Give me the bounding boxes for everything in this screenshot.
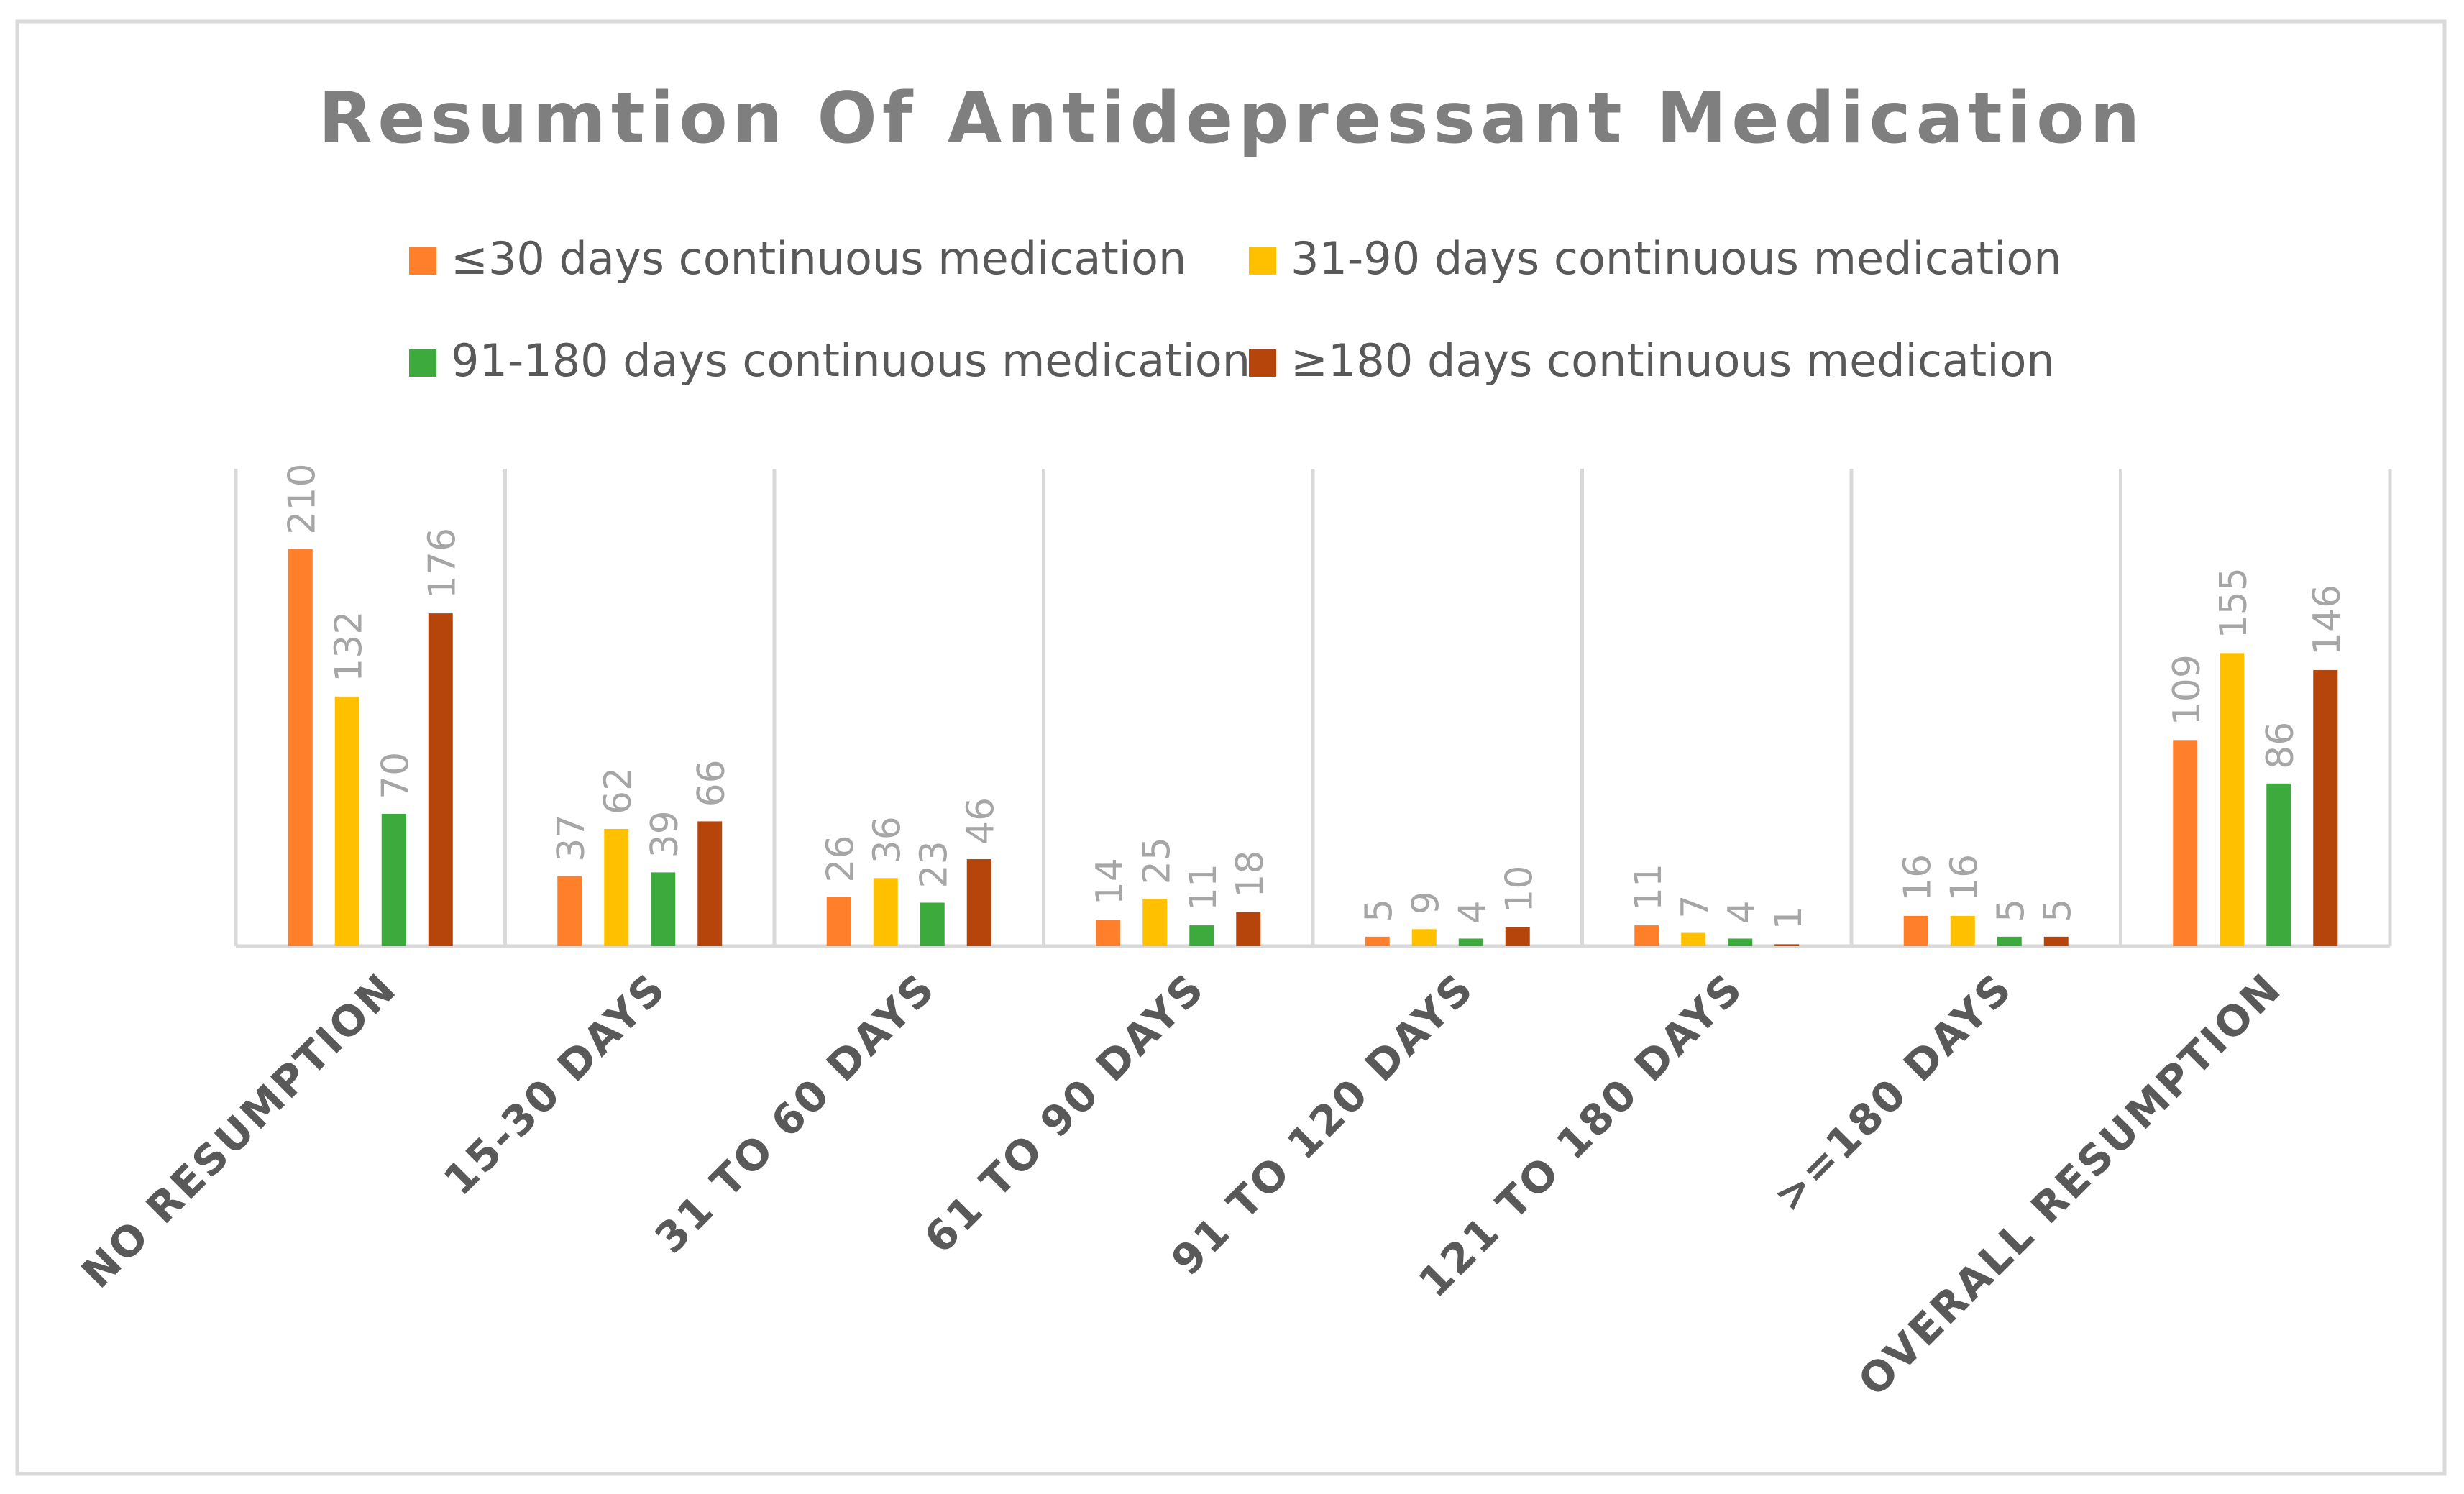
bar-121-to-180-days-series-3 bbox=[1728, 938, 1753, 946]
bar-61-to-90-days-series-3 bbox=[1189, 925, 1214, 946]
legend-label-3: 91-180 days continuous medication bbox=[451, 334, 1250, 387]
data-label-15-30-days-series-4: 66 bbox=[690, 759, 733, 807]
legend: ≤30 days continuous medication 31-90 days… bbox=[409, 232, 2062, 387]
data-label-no-resumption-series-4: 176 bbox=[421, 528, 464, 599]
bar-15-30-days-series-4 bbox=[697, 821, 723, 946]
data-label-no-resumption-series-2: 132 bbox=[328, 611, 371, 682]
bar-61-to-90-days-series-2 bbox=[1142, 899, 1168, 946]
data-label-121-to-180-days-series-1: 11 bbox=[1627, 863, 1670, 911]
bar-31-to-60-days-series-3 bbox=[920, 902, 945, 946]
category-gridlines bbox=[234, 469, 2392, 948]
bar-overall-resumption-series-4 bbox=[2313, 670, 2338, 946]
bar-15-30-days-series-2 bbox=[604, 828, 629, 946]
bar-no-resumption-series-3 bbox=[381, 813, 406, 946]
data-label-ge180-days-series-2: 16 bbox=[1943, 854, 1987, 902]
data-label-overall-resumption-series-4: 146 bbox=[2306, 585, 2349, 656]
bar-61-to-90-days-series-1 bbox=[1096, 920, 1121, 946]
legend-swatch-2 bbox=[1249, 247, 1276, 275]
data-label-overall-resumption-series-1: 109 bbox=[2166, 654, 2209, 725]
bar-ge180-days-series-1 bbox=[1903, 915, 1928, 946]
data-label-121-to-180-days-series-3: 4 bbox=[1721, 900, 1764, 924]
bar-91-to-120-days-series-1 bbox=[1365, 936, 1390, 946]
legend-label-2: 31-90 days continuous medication bbox=[1291, 232, 2062, 285]
bar-31-to-60-days-series-2 bbox=[873, 878, 898, 946]
bar-ge180-days-series-2 bbox=[1950, 915, 1975, 946]
data-label-121-to-180-days-series-2: 7 bbox=[1674, 894, 1717, 918]
data-label-31-to-60-days-series-4: 46 bbox=[960, 797, 1003, 845]
data-label-15-30-days-series-1: 37 bbox=[550, 815, 593, 862]
legend-label-1: ≤30 days continuous medication bbox=[451, 232, 1186, 285]
chart-border bbox=[15, 19, 2447, 1476]
legend-swatch-1 bbox=[409, 247, 436, 275]
data-label-ge180-days-series-4: 5 bbox=[2037, 899, 2080, 922]
bar-no-resumption-series-2 bbox=[334, 696, 359, 946]
data-label-91-to-120-days-series-3: 4 bbox=[1452, 900, 1495, 924]
bar-15-30-days-series-1 bbox=[557, 876, 582, 946]
data-label-overall-resumption-series-2: 155 bbox=[2212, 567, 2255, 638]
data-label-91-to-120-days-series-2: 9 bbox=[1405, 891, 1448, 915]
bar-91-to-120-days-series-3 bbox=[1458, 938, 1483, 946]
bar-121-to-180-days-series-4 bbox=[1774, 944, 1800, 946]
legend-label-4: ≥180 days continuous medication bbox=[1291, 334, 2055, 387]
bar-91-to-120-days-series-2 bbox=[1411, 929, 1437, 946]
bar-overall-resumption-series-2 bbox=[2220, 653, 2245, 946]
data-label-91-to-120-days-series-1: 5 bbox=[1358, 899, 1401, 922]
bar-ge180-days-series-4 bbox=[2043, 936, 2069, 946]
data-label-no-resumption-series-1: 210 bbox=[281, 463, 324, 534]
legend-swatch-4 bbox=[1249, 349, 1276, 377]
data-label-61-to-90-days-series-4: 18 bbox=[1229, 850, 1272, 897]
data-label-91-to-120-days-series-4: 10 bbox=[1498, 866, 1542, 913]
data-label-overall-resumption-series-3: 86 bbox=[2259, 722, 2302, 769]
bar-ge180-days-series-3 bbox=[1997, 936, 2022, 946]
data-label-61-to-90-days-series-2: 25 bbox=[1135, 837, 1178, 884]
data-label-31-to-60-days-series-2: 36 bbox=[866, 816, 910, 863]
chart-title: Resumtion Of Antidepressant Medication bbox=[319, 78, 2145, 160]
data-label-31-to-60-days-series-3: 23 bbox=[913, 840, 956, 888]
bar-15-30-days-series-3 bbox=[651, 872, 676, 946]
bars-layer bbox=[288, 549, 2338, 946]
bar-no-resumption-series-1 bbox=[288, 549, 313, 946]
bar-31-to-60-days-series-4 bbox=[966, 859, 991, 946]
bar-31-to-60-days-series-1 bbox=[826, 897, 851, 946]
data-label-ge180-days-series-3: 5 bbox=[1990, 899, 2033, 922]
data-label-ge180-days-series-1: 16 bbox=[1897, 854, 1940, 902]
data-label-61-to-90-days-series-1: 14 bbox=[1089, 858, 1132, 905]
bar-121-to-180-days-series-1 bbox=[1634, 925, 1659, 946]
data-label-61-to-90-days-series-3: 11 bbox=[1182, 863, 1225, 911]
bar-overall-resumption-series-1 bbox=[2173, 740, 2198, 946]
bar-91-to-120-days-series-4 bbox=[1505, 927, 1530, 946]
data-label-31-to-60-days-series-1: 26 bbox=[820, 835, 863, 882]
bar-61-to-90-days-series-4 bbox=[1236, 912, 1261, 946]
data-label-no-resumption-series-3: 70 bbox=[375, 752, 418, 799]
legend-swatch-3 bbox=[409, 349, 436, 377]
bar-121-to-180-days-series-2 bbox=[1681, 932, 1706, 946]
bar-overall-resumption-series-3 bbox=[2266, 783, 2291, 946]
data-label-15-30-days-series-2: 62 bbox=[597, 767, 640, 815]
data-label-15-30-days-series-3: 39 bbox=[644, 810, 687, 858]
data-label-121-to-180-days-series-4: 1 bbox=[1767, 906, 1810, 930]
bar-no-resumption-series-4 bbox=[428, 613, 453, 946]
